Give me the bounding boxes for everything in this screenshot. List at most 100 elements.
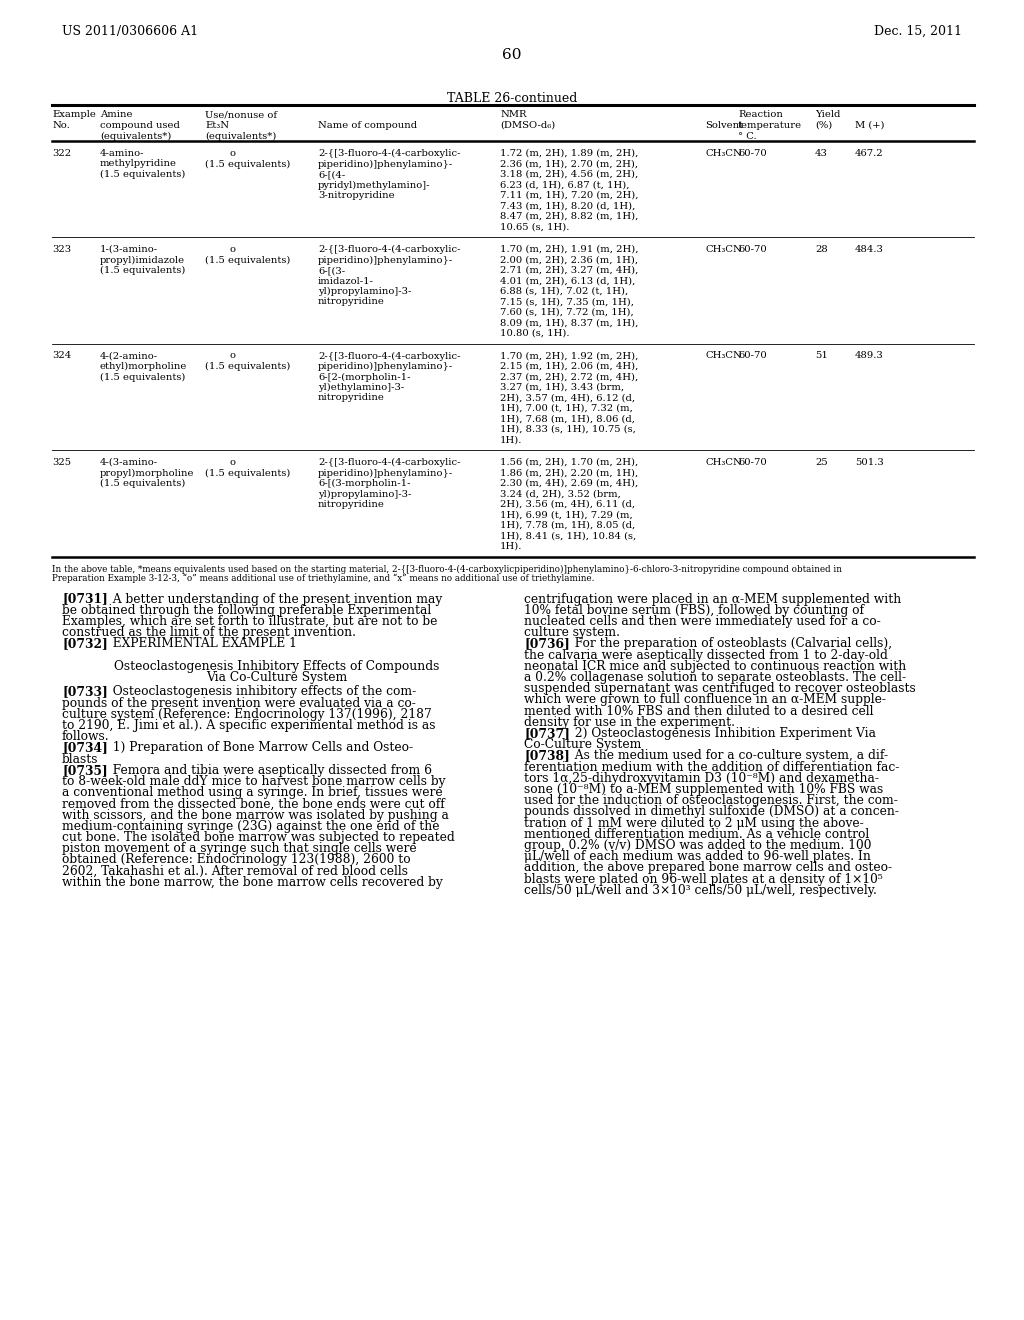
Text: 1H), 8.41 (s, 1H), 10.84 (s,: 1H), 8.41 (s, 1H), 10.84 (s,	[500, 532, 636, 540]
Text: (1.5 equivalents): (1.5 equivalents)	[100, 267, 185, 275]
Text: 2.71 (m, 2H), 3.27 (m, 4H),: 2.71 (m, 2H), 3.27 (m, 4H),	[500, 267, 638, 275]
Text: Osteoclastogenesis Inhibitory Effects of Compounds: Osteoclastogenesis Inhibitory Effects of…	[115, 660, 439, 673]
Text: the calvaria were aseptically dissected from 1 to 2-day-old: the calvaria were aseptically dissected …	[524, 648, 888, 661]
Text: 1H), 8.33 (s, 1H), 10.75 (s,: 1H), 8.33 (s, 1H), 10.75 (s,	[500, 425, 636, 434]
Text: [0733]: [0733]	[62, 685, 108, 698]
Text: [0738]: [0738]	[524, 750, 569, 763]
Text: 1.56 (m, 2H), 1.70 (m, 2H),: 1.56 (m, 2H), 1.70 (m, 2H),	[500, 458, 638, 467]
Text: compound used: compound used	[100, 121, 180, 129]
Text: 2.00 (m, 2H), 2.36 (m, 1H),: 2.00 (m, 2H), 2.36 (m, 1H),	[500, 256, 638, 264]
Text: US 2011/0306606 A1: US 2011/0306606 A1	[62, 25, 198, 38]
Text: 3-nitropyridine: 3-nitropyridine	[318, 191, 394, 201]
Text: 51: 51	[815, 351, 827, 360]
Text: 10% fetal bovine serum (FBS), followed by counting of: 10% fetal bovine serum (FBS), followed b…	[524, 603, 864, 616]
Text: piperidino)]phenylamino}-: piperidino)]phenylamino}-	[318, 256, 454, 264]
Text: a conventional method using a syringe. In brief, tissues were: a conventional method using a syringe. I…	[62, 787, 442, 800]
Text: mentioned differentiation medium. As a vehicle control: mentioned differentiation medium. As a v…	[524, 828, 869, 841]
Text: Via Co-Culture System: Via Co-Culture System	[207, 671, 347, 684]
Text: 467.2: 467.2	[855, 149, 884, 158]
Text: (1.5 equivalents): (1.5 equivalents)	[100, 170, 185, 180]
Text: For the preparation of osteoblasts (Calvarial cells),: For the preparation of osteoblasts (Calv…	[567, 638, 892, 651]
Text: Preparation Example 3-12-3, “o” means additional use of triethylamine, and “x” m: Preparation Example 3-12-3, “o” means ad…	[52, 573, 594, 583]
Text: 1H), 6.99 (t, 1H), 7.29 (m,: 1H), 6.99 (t, 1H), 7.29 (m,	[500, 511, 633, 520]
Text: yl)propylamino]-3-: yl)propylamino]-3-	[318, 490, 412, 499]
Text: No.: No.	[52, 121, 70, 129]
Text: 10.65 (s, 1H).: 10.65 (s, 1H).	[500, 223, 569, 231]
Text: imidazol-1-: imidazol-1-	[318, 276, 374, 285]
Text: 1H), 7.68 (m, 1H), 8.06 (d,: 1H), 7.68 (m, 1H), 8.06 (d,	[500, 414, 635, 424]
Text: 2H), 3.56 (m, 4H), 6.11 (d,: 2H), 3.56 (m, 4H), 6.11 (d,	[500, 500, 635, 510]
Text: (1.5 equivalents): (1.5 equivalents)	[100, 479, 185, 488]
Text: tration of 1 mM were diluted to 2 μM using the above-: tration of 1 mM were diluted to 2 μM usi…	[524, 817, 864, 829]
Text: piperidino)]phenylamino}-: piperidino)]phenylamino}-	[318, 160, 454, 169]
Text: 2.37 (m, 2H), 2.72 (m, 4H),: 2.37 (m, 2H), 2.72 (m, 4H),	[500, 372, 638, 381]
Text: blasts were plated on 96-well plates at a density of 1×10⁵: blasts were plated on 96-well plates at …	[524, 873, 883, 886]
Text: culture system (Reference: Endocrinology 137(1996), 2187: culture system (Reference: Endocrinology…	[62, 708, 432, 721]
Text: 6.23 (d, 1H), 6.87 (t, 1H),: 6.23 (d, 1H), 6.87 (t, 1H),	[500, 181, 630, 190]
Text: Examples, which are set forth to illustrate, but are not to be: Examples, which are set forth to illustr…	[62, 615, 437, 628]
Text: 2-{[3-fluoro-4-(4-carboxylic-: 2-{[3-fluoro-4-(4-carboxylic-	[318, 246, 461, 255]
Text: [0732]: [0732]	[62, 638, 108, 651]
Text: ethyl)morpholine: ethyl)morpholine	[100, 362, 187, 371]
Text: In the above table, *means equivalents used based on the starting material, 2-{[: In the above table, *means equivalents u…	[52, 565, 842, 574]
Text: 7.43 (m, 1H), 8.20 (d, 1H),: 7.43 (m, 1H), 8.20 (d, 1H),	[500, 202, 635, 210]
Text: nitropyridine: nitropyridine	[318, 500, 385, 510]
Text: pounds dissolved in dimethyl sulfoxide (DMSO) at a concen-: pounds dissolved in dimethyl sulfoxide (…	[524, 805, 899, 818]
Text: 2.15 (m, 1H), 2.06 (m, 4H),: 2.15 (m, 1H), 2.06 (m, 4H),	[500, 362, 638, 371]
Text: Name of compound: Name of compound	[318, 121, 417, 129]
Text: Co-Culture System: Co-Culture System	[524, 738, 641, 751]
Text: (equivalents*): (equivalents*)	[100, 132, 171, 141]
Text: culture system.: culture system.	[524, 626, 620, 639]
Text: yl)ethylamino]-3-: yl)ethylamino]-3-	[318, 383, 404, 392]
Text: Et₃N: Et₃N	[205, 121, 229, 129]
Text: mented with 10% FBS and then diluted to a desired cell: mented with 10% FBS and then diluted to …	[524, 705, 873, 718]
Text: 325: 325	[52, 458, 71, 467]
Text: cut bone. The isolated bone marrow was subjected to repeated: cut bone. The isolated bone marrow was s…	[62, 832, 455, 843]
Text: 324: 324	[52, 351, 72, 360]
Text: (%): (%)	[815, 121, 833, 129]
Text: M (+): M (+)	[855, 121, 885, 129]
Text: 60: 60	[502, 48, 522, 62]
Text: Yield: Yield	[815, 110, 841, 119]
Text: to 8-week-old male ddY mice to harvest bone marrow cells by: to 8-week-old male ddY mice to harvest b…	[62, 775, 445, 788]
Text: centrifugation were placed in an α-MEM supplemented with: centrifugation were placed in an α-MEM s…	[524, 593, 901, 606]
Text: o: o	[230, 246, 236, 253]
Text: 2-{[3-fluoro-4-(4-carboxylic-: 2-{[3-fluoro-4-(4-carboxylic-	[318, 351, 461, 360]
Text: 1) Preparation of Bone Marrow Cells and Osteo-: 1) Preparation of Bone Marrow Cells and …	[105, 742, 413, 755]
Text: TABLE 26-continued: TABLE 26-continued	[446, 92, 578, 106]
Text: 2) Osteoclastogenesis Inhibition Experiment Via: 2) Osteoclastogenesis Inhibition Experim…	[567, 727, 876, 741]
Text: which were grown to full confluence in an α-MEM supple-: which were grown to full confluence in a…	[524, 693, 886, 706]
Text: 3.27 (m, 1H), 3.43 (brm,: 3.27 (m, 1H), 3.43 (brm,	[500, 383, 624, 392]
Text: 25: 25	[815, 458, 827, 467]
Text: 4.01 (m, 2H), 6.13 (d, 1H),: 4.01 (m, 2H), 6.13 (d, 1H),	[500, 276, 635, 285]
Text: used for the induction of osteoclastogenesis. First, the com-: used for the induction of osteoclastogen…	[524, 795, 898, 807]
Text: be obtained through the following preferable Experimental: be obtained through the following prefer…	[62, 603, 431, 616]
Text: 28: 28	[815, 246, 827, 253]
Text: 4-(2-amino-: 4-(2-amino-	[100, 351, 158, 360]
Text: 2-{[3-fluoro-4-(4-carboxylic-: 2-{[3-fluoro-4-(4-carboxylic-	[318, 458, 461, 467]
Text: (1.5 equivalents): (1.5 equivalents)	[205, 160, 291, 169]
Text: μL/well of each medium was added to 96-well plates. In: μL/well of each medium was added to 96-w…	[524, 850, 870, 863]
Text: nucleated cells and then were immediately used for a co-: nucleated cells and then were immediatel…	[524, 615, 881, 628]
Text: o: o	[230, 458, 236, 467]
Text: Amine: Amine	[100, 110, 132, 119]
Text: 1.70 (m, 2H), 1.92 (m, 2H),: 1.70 (m, 2H), 1.92 (m, 2H),	[500, 351, 638, 360]
Text: 7.11 (m, 1H), 7.20 (m, 2H),: 7.11 (m, 1H), 7.20 (m, 2H),	[500, 191, 639, 201]
Text: 6-[2-(morpholin-1-: 6-[2-(morpholin-1-	[318, 372, 411, 381]
Text: CH₃CN: CH₃CN	[705, 351, 741, 360]
Text: 60-70: 60-70	[738, 149, 767, 158]
Text: 6-[(4-: 6-[(4-	[318, 170, 345, 180]
Text: [0737]: [0737]	[524, 727, 570, 741]
Text: addition, the above prepared bone marrow cells and osteo-: addition, the above prepared bone marrow…	[524, 862, 892, 874]
Text: (1.5 equivalents): (1.5 equivalents)	[205, 362, 291, 371]
Text: 60-70: 60-70	[738, 458, 767, 467]
Text: NMR: NMR	[500, 110, 526, 119]
Text: 6.88 (s, 1H), 7.02 (t, 1H),: 6.88 (s, 1H), 7.02 (t, 1H),	[500, 286, 629, 296]
Text: to 2190, E. Jimi et al.). A specific experimental method is as: to 2190, E. Jimi et al.). A specific exp…	[62, 719, 435, 733]
Text: 2.36 (m, 1H), 2.70 (m, 2H),: 2.36 (m, 1H), 2.70 (m, 2H),	[500, 160, 638, 169]
Text: ° C.: ° C.	[738, 132, 757, 141]
Text: propyl)imidazole: propyl)imidazole	[100, 256, 185, 264]
Text: Osteoclastogenesis inhibitory effects of the com-: Osteoclastogenesis inhibitory effects of…	[105, 685, 416, 698]
Text: 484.3: 484.3	[855, 246, 884, 253]
Text: medium-containing syringe (23G) against the one end of the: medium-containing syringe (23G) against …	[62, 820, 439, 833]
